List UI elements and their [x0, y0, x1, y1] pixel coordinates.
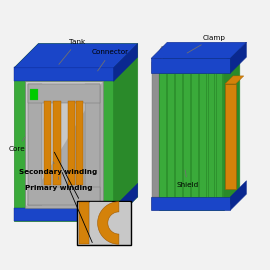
- Polygon shape: [113, 44, 138, 221]
- Bar: [153, 197, 159, 210]
- Bar: [225, 84, 236, 189]
- Bar: [85, 84, 100, 205]
- Bar: [28, 84, 100, 103]
- Bar: [90, 202, 130, 244]
- Polygon shape: [230, 181, 247, 210]
- Bar: [153, 62, 159, 210]
- Bar: [153, 62, 159, 73]
- Bar: [14, 68, 113, 221]
- Bar: [151, 58, 230, 73]
- Bar: [14, 66, 113, 81]
- Bar: [215, 73, 222, 197]
- Polygon shape: [153, 46, 168, 62]
- Text: Clamp: Clamp: [187, 35, 225, 53]
- Bar: [14, 208, 113, 221]
- Bar: [90, 202, 112, 244]
- Bar: [79, 202, 89, 244]
- Bar: [25, 81, 103, 208]
- Bar: [30, 89, 38, 100]
- Bar: [167, 73, 174, 197]
- Bar: [200, 73, 206, 197]
- Bar: [28, 84, 42, 205]
- Text: Shield: Shield: [177, 170, 199, 188]
- Polygon shape: [159, 46, 240, 62]
- Polygon shape: [113, 183, 138, 221]
- Polygon shape: [151, 42, 247, 58]
- Polygon shape: [113, 44, 138, 81]
- Bar: [175, 73, 182, 197]
- Text: Connector: Connector: [92, 49, 129, 71]
- Bar: [208, 73, 214, 197]
- Bar: [77, 201, 131, 245]
- Bar: [159, 62, 224, 210]
- Polygon shape: [14, 44, 138, 68]
- Bar: [53, 102, 60, 185]
- Text: Tank: Tank: [59, 39, 85, 64]
- Text: Primary winding: Primary winding: [25, 177, 92, 191]
- Text: Core: Core: [9, 137, 25, 152]
- Polygon shape: [224, 46, 240, 210]
- Polygon shape: [14, 44, 138, 68]
- Bar: [159, 73, 166, 197]
- Polygon shape: [25, 81, 103, 208]
- Bar: [44, 102, 51, 185]
- Bar: [151, 197, 230, 210]
- Bar: [68, 102, 75, 185]
- Bar: [191, 73, 198, 197]
- Polygon shape: [225, 76, 244, 84]
- Polygon shape: [98, 202, 119, 244]
- Polygon shape: [230, 42, 247, 73]
- Bar: [28, 187, 100, 205]
- Bar: [183, 73, 190, 197]
- Text: Secondary winding: Secondary winding: [19, 162, 98, 175]
- Bar: [76, 102, 83, 185]
